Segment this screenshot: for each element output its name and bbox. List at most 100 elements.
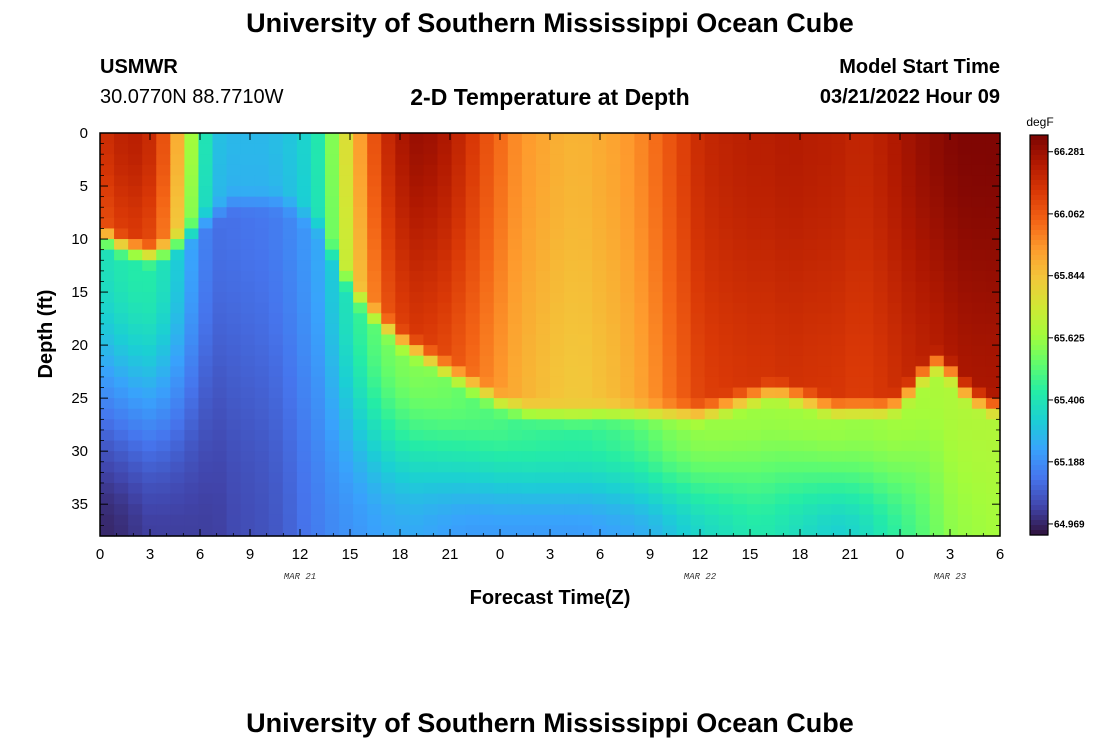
heatmap-cell	[690, 408, 706, 420]
heatmap-cell	[156, 249, 171, 261]
heatmap-cell	[310, 228, 326, 240]
heatmap-cell	[592, 217, 607, 230]
heatmap-cell	[114, 493, 129, 505]
heatmap-cell	[873, 440, 889, 452]
heatmap-cell	[226, 133, 242, 145]
heatmap-cell	[437, 281, 453, 293]
heatmap-cell	[198, 334, 214, 346]
heatmap-cell	[887, 482, 903, 495]
heatmap-cell	[535, 376, 551, 389]
heatmap-cell	[170, 292, 185, 304]
heatmap-cell	[114, 366, 129, 378]
heatmap-cell	[803, 440, 818, 452]
heatmap-cell	[170, 461, 185, 473]
heatmap-cell	[985, 461, 1001, 473]
heatmap-cell	[325, 260, 340, 272]
heatmap-cell	[873, 514, 889, 526]
heatmap-cell	[803, 292, 818, 304]
heatmap-cell	[465, 302, 481, 314]
heatmap-cell	[845, 302, 860, 314]
heatmap-cell	[817, 355, 832, 367]
heatmap-cell	[493, 451, 509, 463]
heatmap-cell	[789, 398, 804, 410]
heatmap-cell	[381, 143, 396, 155]
heatmap-cell	[760, 345, 776, 357]
heatmap-cell	[831, 398, 846, 410]
heatmap-cell	[775, 366, 790, 378]
heatmap-cell	[100, 164, 115, 177]
heatmap-cell	[226, 217, 242, 230]
heatmap-cell	[423, 217, 439, 230]
y-tick-label: 10	[71, 231, 88, 248]
heatmap-cell	[296, 186, 312, 198]
y-tick-label: 5	[80, 178, 88, 195]
heatmap-cell	[564, 154, 579, 166]
heatmap-cell	[268, 387, 284, 399]
heatmap-cell	[479, 143, 495, 155]
heatmap-cell	[507, 196, 523, 208]
heatmap-cell	[817, 281, 832, 293]
heatmap-cell	[873, 398, 889, 410]
heatmap-cell	[128, 281, 143, 293]
heatmap-cell	[620, 419, 635, 431]
heatmap-cell	[789, 504, 804, 516]
heatmap-cell	[100, 196, 115, 208]
heatmap-cell	[901, 398, 917, 410]
heatmap-cell	[831, 429, 846, 442]
heatmap-cell	[184, 143, 200, 155]
heatmap-cell	[381, 482, 396, 495]
heatmap-cell	[409, 461, 425, 473]
heatmap-cell	[901, 260, 917, 272]
heatmap-cell	[676, 175, 692, 187]
heatmap-cell	[339, 482, 354, 495]
heatmap-cell	[479, 196, 495, 208]
heatmap-cell	[240, 260, 256, 272]
heatmap-cell	[985, 482, 1001, 495]
heatmap-cell	[704, 472, 720, 484]
heatmap-cell	[718, 387, 734, 399]
heatmap-cell	[620, 472, 635, 484]
heatmap-cell	[690, 196, 706, 208]
heatmap-cell	[887, 217, 903, 230]
heatmap-cell	[268, 440, 284, 452]
heatmap-cell	[282, 175, 298, 187]
heatmap-cell	[395, 366, 410, 378]
heatmap-cell	[957, 366, 973, 378]
heatmap-cell	[100, 472, 115, 484]
heatmap-cell	[184, 440, 200, 452]
heatmap-cell	[493, 366, 509, 378]
heatmap-cell	[704, 323, 720, 336]
x-axis-label: Forecast Time(Z)	[470, 587, 631, 609]
heatmap-cell	[606, 366, 621, 378]
heatmap-cell	[395, 186, 410, 198]
heatmap-cell	[957, 228, 973, 240]
heatmap-cell	[296, 260, 312, 272]
heatmap-cell	[521, 292, 537, 304]
heatmap-cell	[873, 313, 889, 325]
heatmap-cell	[395, 334, 410, 346]
heatmap-cell	[381, 376, 396, 389]
heatmap-cell	[212, 217, 228, 230]
heatmap-cell	[845, 281, 860, 293]
heatmap-cell	[957, 387, 973, 399]
heatmap-cell	[114, 345, 129, 357]
heatmap-cell	[381, 196, 396, 208]
heatmap-cell	[521, 186, 537, 198]
heatmap-cell	[254, 175, 270, 187]
heatmap-cell	[985, 504, 1001, 516]
heatmap-cell	[423, 493, 439, 505]
heatmap-cell	[493, 472, 509, 484]
heatmap-cell	[507, 281, 523, 293]
heatmap-cell	[564, 196, 579, 208]
heatmap-cell	[887, 260, 903, 272]
heatmap-cell	[760, 419, 776, 431]
heatmap-cell	[789, 493, 804, 505]
heatmap-cell	[367, 239, 382, 251]
heatmap-cell	[507, 366, 523, 378]
heatmap-cell	[760, 302, 776, 314]
heatmap-cell	[465, 366, 481, 378]
heatmap-cell	[465, 313, 481, 325]
heatmap-cell	[760, 451, 776, 463]
heatmap-cell	[170, 514, 185, 526]
heatmap-cell	[479, 133, 495, 145]
